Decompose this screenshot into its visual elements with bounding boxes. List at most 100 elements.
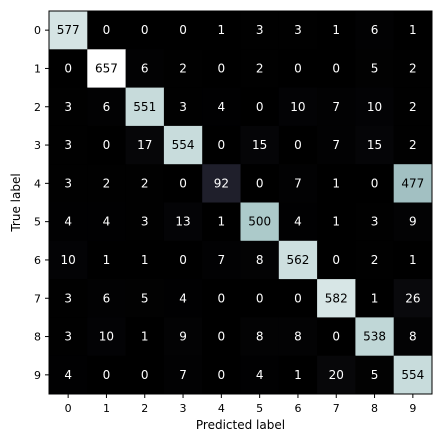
cell-value-label: 3 <box>64 330 72 344</box>
cell-value-label: 9 <box>179 330 187 344</box>
cell-value-label: 0 <box>371 176 379 190</box>
cell-value-label: 4 <box>64 215 72 229</box>
cell-value-label: 10 <box>290 100 305 114</box>
cell-value-label: 1 <box>141 253 149 267</box>
cell-value-label: 2 <box>179 61 187 75</box>
heatmap-cell <box>202 355 241 395</box>
heatmap-cell <box>87 317 127 357</box>
heatmap-cell <box>163 317 203 357</box>
cell-value-label: 1 <box>332 23 340 37</box>
cell-value-label: 7 <box>218 253 226 267</box>
cell-value-label: 2 <box>141 176 149 190</box>
cell-value-label: 2 <box>409 61 417 75</box>
cell-value-label: 2 <box>409 138 417 152</box>
cell-value-label: 10 <box>99 330 114 344</box>
heatmap-cell <box>393 125 433 165</box>
heatmap-cell <box>87 49 127 89</box>
heatmap-cell <box>355 240 395 280</box>
cell-value-label: 15 <box>367 138 382 152</box>
heatmap-cell <box>278 279 318 318</box>
x-axis-ticks: 0 1 2 3 4 5 6 7 8 9 <box>65 394 416 415</box>
heatmap-cell <box>87 87 127 127</box>
cell-value-label: 1 <box>141 330 149 344</box>
cell-value-label: 0 <box>103 368 111 382</box>
cell-value-label: 577 <box>57 23 80 37</box>
heatmap-cell <box>278 164 318 203</box>
heatmap-cell <box>49 125 88 165</box>
cell-value-label: 554 <box>401 368 424 382</box>
cell-value-label: 13 <box>175 215 190 229</box>
heatmap-cell <box>125 49 165 89</box>
heatmap-cell <box>393 202 433 242</box>
cell-value-label: 477 <box>401 176 424 190</box>
cell-value-label: 0 <box>294 61 302 75</box>
cell-value-label: 562 <box>286 253 309 267</box>
cell-value-label: 2 <box>103 176 111 190</box>
heatmap-cell <box>125 87 165 127</box>
heatmap-cell <box>163 125 203 165</box>
heatmap-cell <box>202 87 241 127</box>
heatmap-cell <box>355 202 395 242</box>
heatmap-cell <box>355 279 395 318</box>
cell-value-label: 4 <box>256 368 264 382</box>
heatmap-cell <box>278 87 318 127</box>
heatmap-cell <box>163 202 203 242</box>
y-axis-ticks: 0 1 2 3 4 5 6 7 8 9 <box>34 24 49 382</box>
heatmap-cell <box>278 125 318 165</box>
cell-value-label: 0 <box>103 138 111 152</box>
heatmap-cell <box>317 240 356 280</box>
heatmap-cell <box>202 240 241 280</box>
cell-value-label: 2 <box>256 61 264 75</box>
heatmap-cell <box>240 202 280 242</box>
heatmap-cell <box>355 317 395 357</box>
heatmap-cell <box>163 355 203 395</box>
heatmap-cell <box>317 49 356 89</box>
cell-value-label: 0 <box>256 100 264 114</box>
cell-value-label: 1 <box>294 368 302 382</box>
y-tick-label: 1 <box>34 62 41 75</box>
plot-frame <box>48 10 433 395</box>
heatmap-cell <box>125 240 165 280</box>
heatmap-cell <box>317 87 356 127</box>
cell-value-label: 20 <box>329 368 344 382</box>
heatmap-cell <box>355 11 395 50</box>
heatmap-cell <box>393 164 433 203</box>
heatmap-cell <box>125 125 165 165</box>
cell-value-label: 4 <box>103 215 111 229</box>
heatmap-cell <box>202 11 241 50</box>
heatmap-cell <box>393 240 433 280</box>
heatmap-cell <box>87 355 127 395</box>
cell-value-label: 8 <box>294 330 302 344</box>
cell-value-label: 554 <box>172 138 195 152</box>
x-tick-label: 1 <box>103 402 110 415</box>
cell-value-label: 1 <box>218 215 226 229</box>
cell-value-label: 10 <box>367 100 382 114</box>
y-tick-label: 6 <box>34 254 41 267</box>
cell-value-label: 0 <box>141 368 149 382</box>
heatmap-cell <box>278 317 318 357</box>
x-tick-label: 8 <box>371 402 378 415</box>
x-tick-label: 9 <box>409 402 416 415</box>
y-tick-label: 8 <box>34 331 41 344</box>
heatmap-cell <box>49 240 88 280</box>
cell-value-label: 0 <box>179 23 187 37</box>
heatmap-cell <box>317 164 356 203</box>
heatmap-cell <box>163 164 203 203</box>
cell-value-label: 0 <box>218 330 226 344</box>
heatmap-cell <box>240 125 280 165</box>
heatmap-cell <box>355 125 395 165</box>
heatmap-cell <box>49 49 88 89</box>
x-tick-label: 3 <box>180 402 187 415</box>
cell-value-label: 3 <box>64 176 72 190</box>
heatmap-cell <box>125 164 165 203</box>
heatmap-cell <box>87 11 127 50</box>
heatmap-cell <box>202 317 241 357</box>
cell-value-label: 0 <box>294 138 302 152</box>
cell-value-label: 3 <box>294 23 302 37</box>
heatmap-cell <box>240 11 280 50</box>
cell-value-label: 6 <box>371 23 379 37</box>
heatmap-cell <box>163 11 203 50</box>
heatmap-cell <box>125 11 165 50</box>
heatmap-cell <box>278 49 318 89</box>
heatmap-cell <box>163 87 203 127</box>
